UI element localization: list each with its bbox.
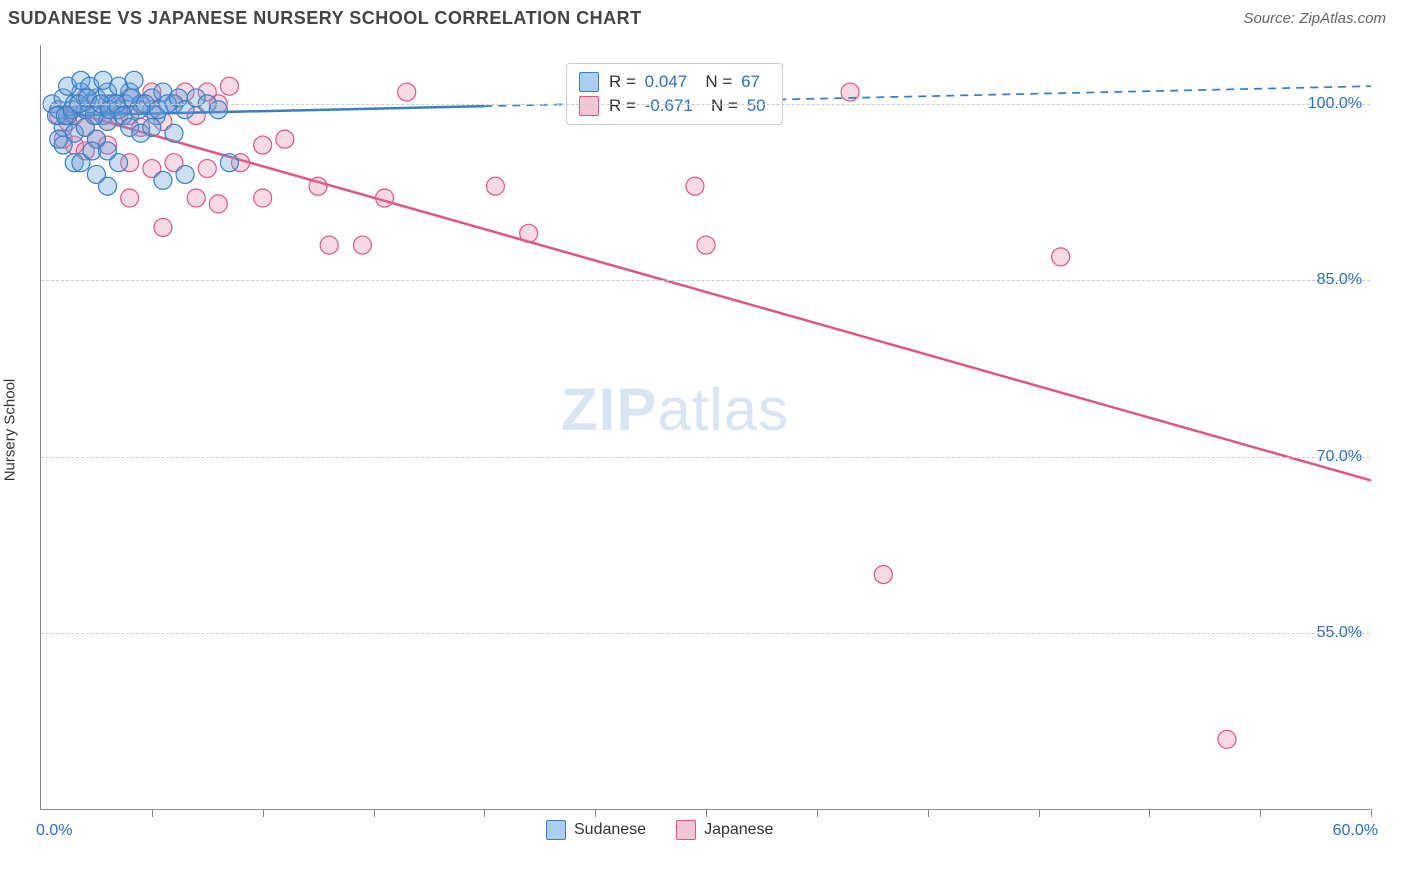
y-tick-label: 70.0% — [1317, 448, 1362, 466]
x-tick — [928, 809, 929, 817]
x-tick — [484, 809, 485, 817]
legend-row-japanese: R = -0.671 N = 50 — [579, 94, 770, 118]
x-axis-min-label: 0.0% — [36, 822, 72, 840]
legend-item-japanese: Japanese — [676, 820, 773, 840]
y-tick-label: 85.0% — [1317, 271, 1362, 289]
legend-row-sudanese: R = 0.047 N = 67 — [579, 70, 770, 94]
x-axis-max-label: 60.0% — [1333, 822, 1378, 840]
scatter-svg — [41, 45, 1370, 809]
chart-title: SUDANESE VS JAPANESE NURSERY SCHOOL CORR… — [8, 8, 642, 29]
x-tick — [595, 809, 596, 817]
gridline — [41, 457, 1370, 458]
plot-area: ZIPatlas R = 0.047 N = 67 R = -0.671 N =… — [40, 45, 1370, 810]
correlation-legend: R = 0.047 N = 67 R = -0.671 N = 50 — [566, 63, 783, 125]
x-tick — [1039, 809, 1040, 817]
y-axis-title: Nursery School — [2, 379, 19, 482]
stat-R-japanese: R = -0.671 N = 50 — [609, 96, 770, 116]
x-tick — [1371, 809, 1372, 817]
gridline — [41, 280, 1370, 281]
legend-item-sudanese: Sudanese — [546, 820, 646, 840]
chart-header: SUDANESE VS JAPANESE NURSERY SCHOOL CORR… — [0, 0, 1406, 37]
stat-R-sudanese: R = 0.047 N = 67 — [609, 72, 764, 92]
y-tick-label: 55.0% — [1317, 624, 1362, 642]
swatch-sudanese — [579, 72, 599, 92]
x-tick — [152, 809, 153, 817]
gridline — [41, 633, 1370, 634]
x-tick — [706, 809, 707, 817]
x-tick — [1260, 809, 1261, 817]
legend-swatch-sudanese — [546, 820, 566, 840]
legend-label-japanese: Japanese — [704, 821, 773, 839]
x-tick — [263, 809, 264, 817]
swatch-japanese — [579, 96, 599, 116]
gridline — [41, 104, 1370, 105]
y-tick-label: 100.0% — [1308, 95, 1362, 113]
legend-label-sudanese: Sudanese — [574, 821, 646, 839]
x-tick — [374, 809, 375, 817]
series-legend: Sudanese Japanese — [546, 820, 773, 840]
source-label: Source: ZipAtlas.com — [1243, 10, 1386, 27]
legend-swatch-japanese — [676, 820, 696, 840]
x-tick — [817, 809, 818, 817]
x-tick — [1149, 809, 1150, 817]
